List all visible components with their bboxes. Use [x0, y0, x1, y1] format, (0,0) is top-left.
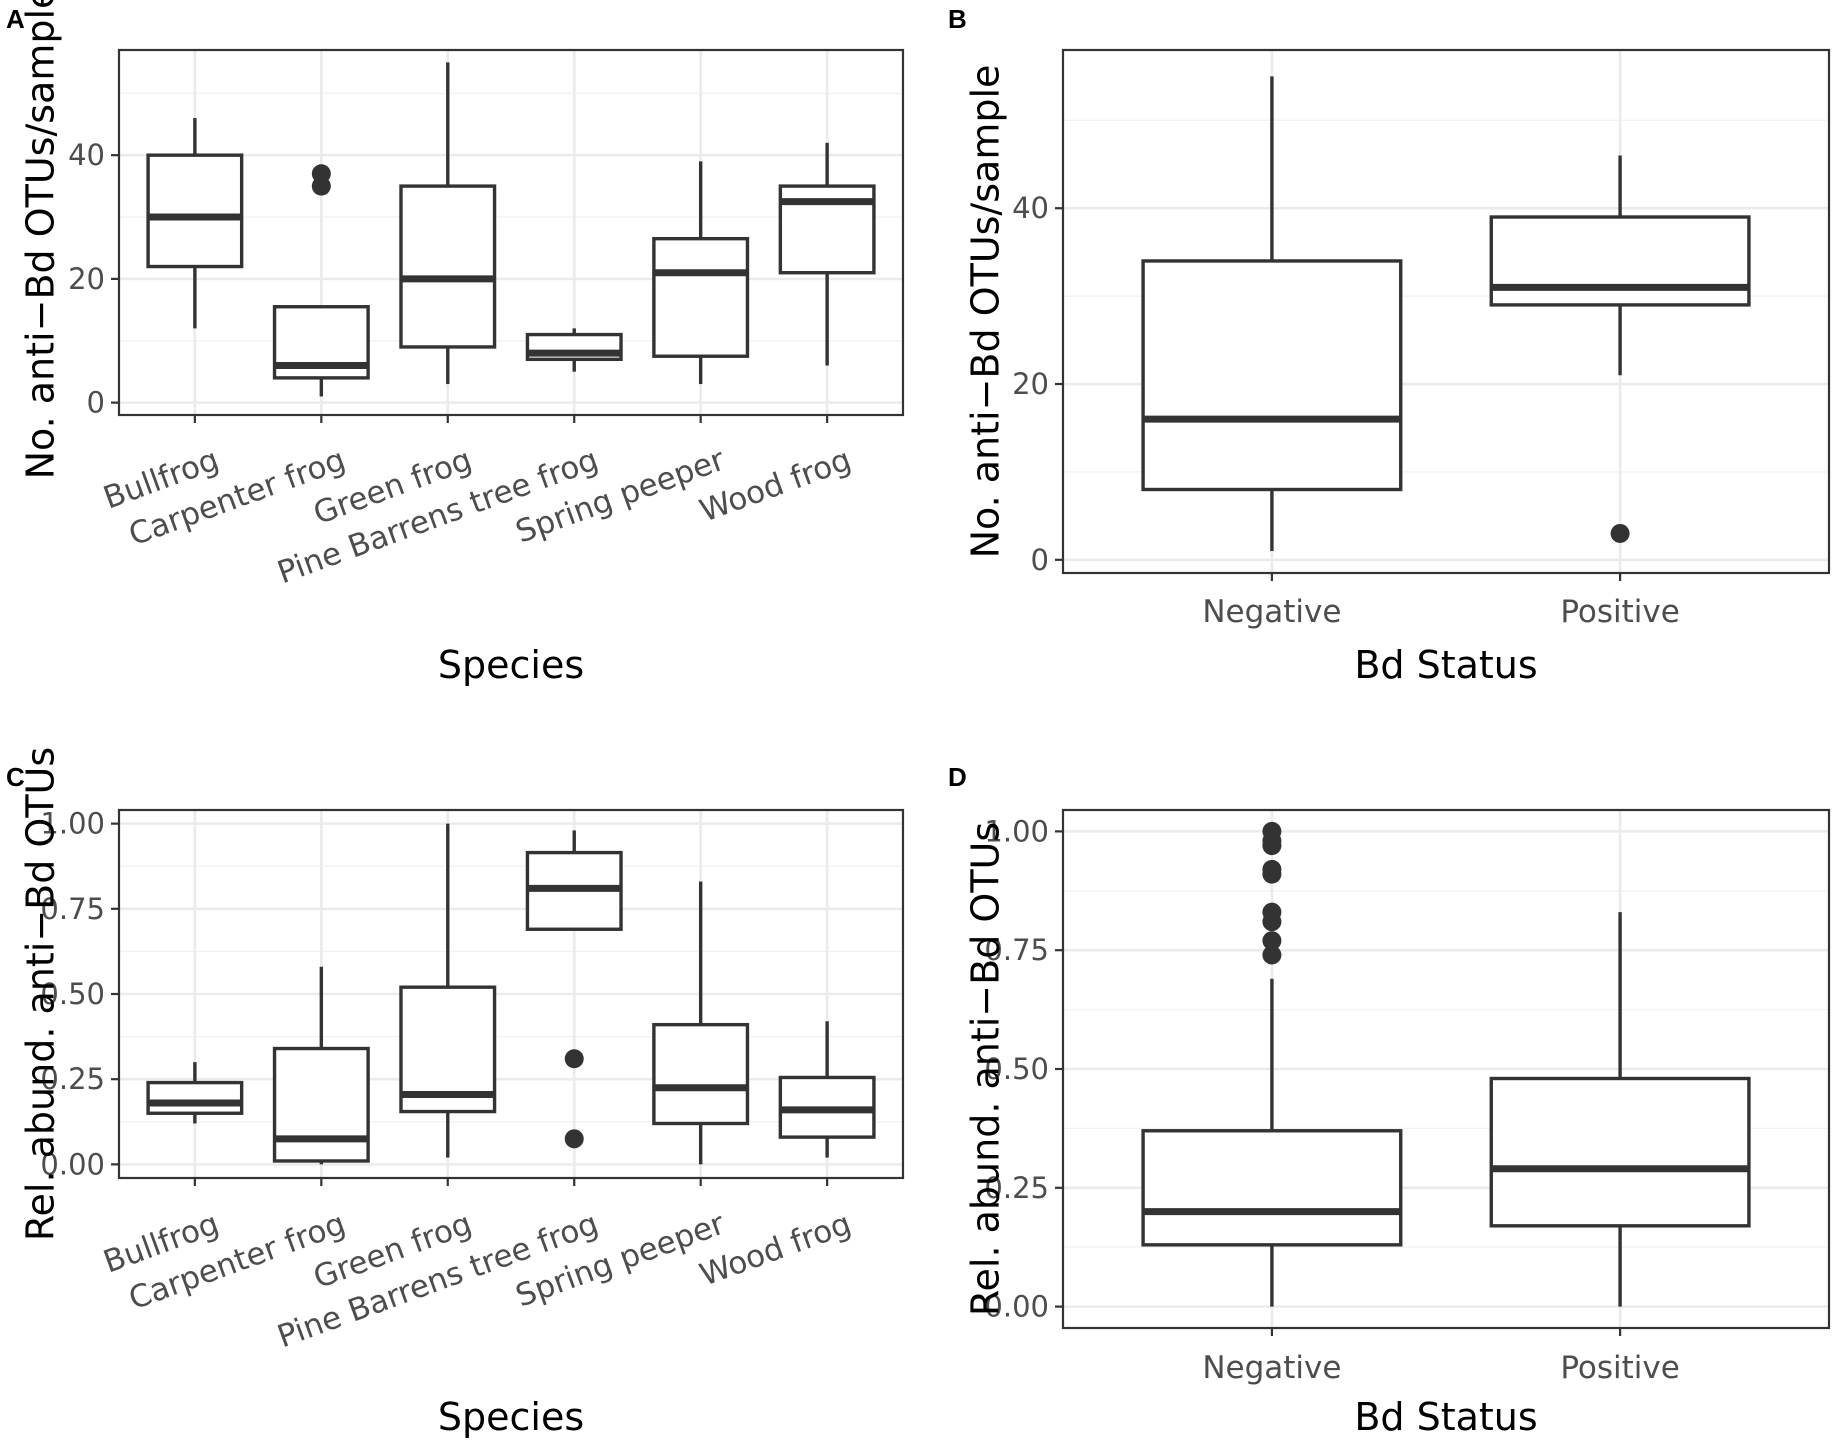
box-positive — [1489, 155, 1751, 543]
outlier-point — [1262, 945, 1282, 965]
y-tick-label: 0.50 — [984, 1052, 1049, 1086]
y-tick-label: 0.75 — [984, 933, 1049, 967]
panel-label: D — [948, 762, 967, 792]
y-axis-title: Rel. abund. anti−Bd OTUs — [18, 747, 62, 1241]
outlier-point — [1262, 821, 1282, 841]
box-green-frog — [399, 823, 497, 1158]
x-category-label: Positive — [1560, 594, 1680, 630]
panel-label: C — [6, 762, 25, 792]
box-bullfrog — [146, 118, 244, 329]
box-wood-frog — [778, 142, 876, 366]
outlier-point — [1610, 523, 1630, 543]
y-tick-label: 0.50 — [40, 977, 105, 1011]
x-axis-title: Bd Status — [1354, 1395, 1537, 1439]
box-spring-peeper — [652, 161, 750, 385]
outlier-point — [1262, 902, 1282, 922]
box-carpenter-frog — [272, 164, 370, 397]
x-axis-title: Species — [438, 1395, 584, 1439]
x-axis-title: Bd Status — [1354, 643, 1537, 687]
x-category-label: Negative — [1202, 594, 1341, 630]
outlier-point — [311, 164, 331, 184]
y-tick-label: 0 — [1031, 543, 1049, 577]
y-tick-label: 1.00 — [40, 807, 105, 841]
box-negative — [1141, 821, 1403, 1307]
iqr-box — [652, 1022, 750, 1126]
outlier-point — [1262, 859, 1282, 879]
outlier-point — [564, 1129, 584, 1149]
plot-frame — [1061, 48, 1831, 575]
iqr-box — [1489, 215, 1751, 307]
iqr-box — [1141, 259, 1403, 492]
y-tick-label: 20 — [1012, 367, 1049, 401]
outlier-point — [1262, 931, 1282, 951]
box-pine-barrens-tree-frog — [525, 328, 623, 372]
iqr-box — [652, 236, 750, 358]
x-category-label: Positive — [1560, 1350, 1680, 1386]
y-axis-title: No. anti−Bd OTUs/sample — [963, 65, 1007, 559]
y-tick-label: 20 — [68, 262, 105, 296]
y-tick-label: 0.25 — [40, 1062, 105, 1096]
iqr-box — [1489, 1076, 1751, 1228]
box-carpenter-frog — [272, 966, 370, 1165]
y-tick-label: 0.75 — [40, 892, 105, 926]
iqr-box — [1141, 1129, 1403, 1247]
plot-frame — [117, 48, 905, 417]
y-tick-label: 40 — [68, 138, 105, 172]
box-green-frog — [399, 62, 497, 385]
iqr-box — [399, 184, 497, 349]
outlier-point — [564, 1049, 584, 1069]
y-tick-label: 0.00 — [40, 1147, 105, 1181]
box-bullfrog — [146, 1062, 244, 1124]
y-tick-label: 40 — [1012, 191, 1049, 225]
iqr-box — [146, 1080, 244, 1115]
y-axis-title: No. anti−Bd OTUs/sample — [18, 0, 62, 479]
panel-b: B 0 20 40 Negative Positive No. anti−Bd OTUs/s… — [948, 4, 1831, 687]
y-axis-title: Rel. abund. anti−Bd OTUs — [963, 822, 1007, 1316]
y-tick-label: 0 — [87, 386, 105, 420]
x-axis-title: Species — [438, 643, 584, 687]
box-negative — [1141, 76, 1403, 552]
x-category-label: Negative — [1202, 1350, 1341, 1386]
box-spring-peeper — [652, 881, 750, 1165]
box-positive — [1489, 912, 1751, 1307]
panel-label: B — [948, 4, 967, 34]
iqr-box — [146, 153, 244, 269]
y-tick-label: 0.25 — [984, 1171, 1049, 1205]
box-pine-barrens-tree-frog — [525, 830, 623, 1149]
box-wood-frog — [778, 1021, 876, 1158]
y-tick-label: 0.00 — [984, 1290, 1049, 1324]
iqr-box — [399, 985, 497, 1114]
iqr-box — [272, 1046, 370, 1163]
panel-d: D 0.00 0.25 0.50 0.75 1.00 Negative Positive Rel… — [948, 762, 1831, 1439]
y-tick-label: 1.00 — [984, 814, 1049, 848]
panel-label: A — [6, 4, 25, 34]
